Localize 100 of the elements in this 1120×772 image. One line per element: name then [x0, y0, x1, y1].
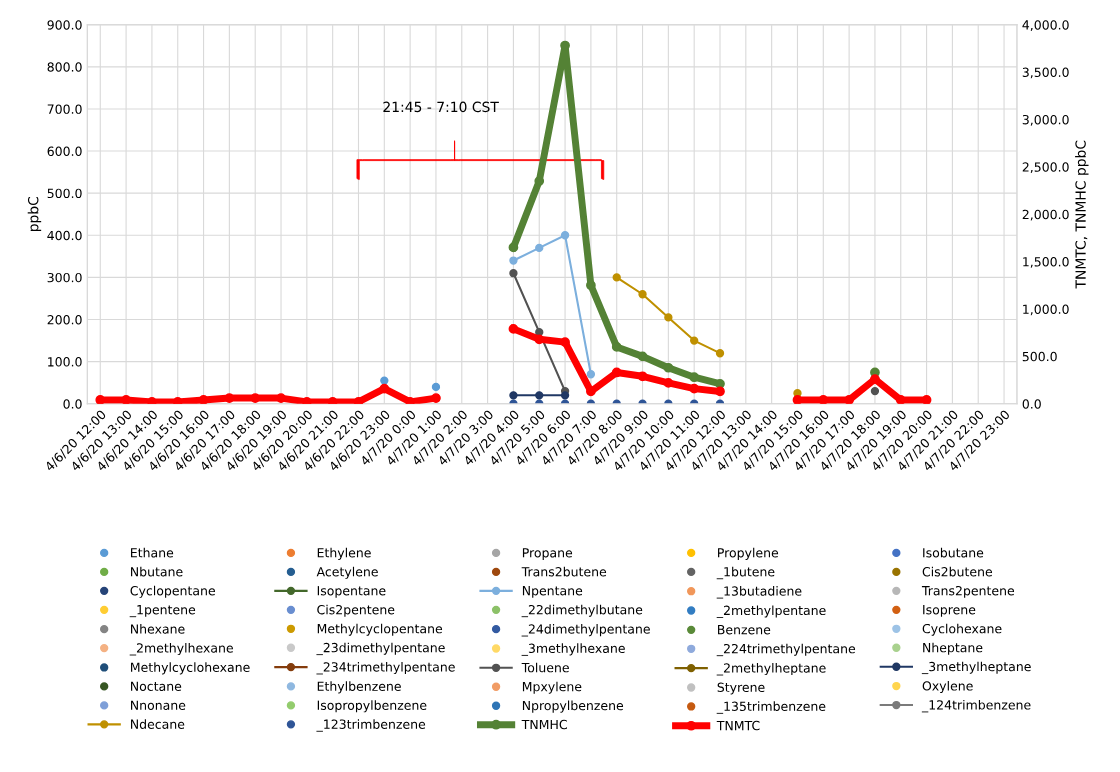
legend-label: Ethylbenzene [317, 681, 401, 694]
legend-label: _13butadiene [716, 586, 802, 599]
legend-label: Oxylene [922, 680, 973, 694]
point [405, 396, 415, 404]
point [870, 386, 880, 396]
legend-label: Methylcyclopentane [317, 623, 443, 636]
legend-label: Isoprene [923, 605, 976, 617]
point [534, 176, 545, 186]
point [509, 256, 518, 265]
legend-label: Mpxylene [522, 681, 582, 694]
legend-label: _2methylpentane [716, 605, 826, 618]
y2-tick-label: 0.0 [1022, 399, 1041, 409]
legend-label: _234trimethylpentane [316, 661, 455, 675]
legend-label: Styrene [717, 682, 765, 695]
point [586, 370, 596, 379]
point [147, 396, 157, 404]
legend-label: Nnonane [131, 700, 186, 710]
y-tick-label: 300.0 [47, 272, 82, 283]
y2-tick-label: 500.0 [1022, 351, 1057, 362]
legend-label: Propylene [718, 547, 779, 560]
y2-tick-label: 2,500.0 [1022, 162, 1069, 174]
legend-label: Cis2butene [922, 566, 993, 577]
y2-axis-title: TNMTC, TNMHC ppbC [1075, 140, 1089, 289]
y2-tick-label: 2,000.0 [1022, 209, 1069, 221]
legend-label: Methylcyclohexane [131, 662, 250, 675]
y-tick-label: 0.0 [63, 399, 82, 409]
point [535, 243, 544, 253]
legend-label: Nhexane [131, 624, 185, 634]
point [198, 395, 209, 404]
legend-label: Cis2pentene [317, 604, 395, 617]
legend-label: Ndecane [131, 719, 185, 729]
point [844, 395, 854, 404]
point [611, 367, 622, 378]
legend-label: Cyclohexane [922, 623, 1002, 636]
point [508, 324, 519, 334]
legend-label: Trans2butene [521, 566, 607, 577]
legend-label: _123trimbenzene [316, 719, 426, 732]
point [172, 396, 183, 404]
point [715, 386, 725, 397]
legend-label: Isopropylbenzene [317, 700, 427, 713]
y-tick-label: 600.0 [47, 146, 82, 156]
point [509, 269, 518, 278]
y2-tick-label: 3,500.0 [1022, 67, 1069, 79]
point [664, 313, 673, 322]
point [715, 378, 725, 389]
y-tick-label: 400.0 [47, 230, 82, 241]
point [353, 396, 364, 404]
y-tick-label: 200.0 [47, 314, 82, 325]
legend-label: Propane [522, 548, 573, 560]
legend-label: _1butene [716, 566, 775, 580]
point [689, 372, 700, 383]
legend-label: TNMHC [521, 719, 567, 730]
y2-tick-label: 3,000.0 [1022, 114, 1069, 126]
legend-label: Nbutane [131, 566, 183, 577]
legend-label: _3methylheptane [921, 661, 1031, 675]
legend-label: _135trimbenzene [716, 701, 826, 714]
point [431, 393, 441, 403]
point [637, 371, 648, 382]
legend-label: Isopentane [317, 586, 386, 598]
point [715, 349, 725, 358]
legend-label: _24dimethylpentane [521, 624, 650, 637]
legend-label: _224trimethylpentane [716, 643, 856, 657]
point [431, 382, 441, 392]
legend-label: _124trimbenzene [921, 699, 1031, 713]
point [509, 391, 518, 400]
y2-tick-label: 1,000.0 [1023, 304, 1069, 316]
legend-label: _2methylhexane [129, 643, 233, 656]
point [895, 395, 906, 404]
point [276, 393, 286, 403]
y-tick-label: 700.0 [47, 104, 82, 114]
legend-label: Isobutane [923, 547, 984, 558]
point [586, 280, 596, 291]
point [638, 290, 647, 299]
legend-label: Trans2pentene [921, 585, 1015, 598]
y-tick-label: 500.0 [47, 188, 82, 199]
legend-label: _22dimethylbutane [521, 604, 643, 618]
legend-label: Nheptane [923, 642, 983, 655]
point [327, 396, 338, 404]
y-axis-title: ppbC [27, 196, 42, 232]
y-tick-label: 900.0 [47, 20, 82, 30]
point [301, 396, 312, 404]
point [508, 242, 519, 253]
legend-label: TNMTC [716, 720, 760, 731]
legend-label: Ethane [131, 547, 174, 558]
point [379, 383, 390, 394]
point [611, 342, 622, 352]
legend-label: _23dimethylpentane [316, 642, 445, 656]
y-tick-label: 800.0 [47, 62, 82, 72]
point [663, 378, 674, 388]
point [663, 362, 674, 373]
point [535, 391, 544, 400]
legend-label: _2methylheptane [716, 663, 826, 676]
legend-label: Acetylene [316, 566, 378, 579]
point [690, 336, 699, 345]
point [612, 273, 621, 282]
legend-label: Cyclopentane [130, 585, 215, 598]
legend-label: Noctane [131, 681, 182, 691]
point [380, 376, 389, 385]
y2-tick-label: 4,000.0 [1022, 20, 1069, 31]
legend-label: Npropylbenzene [522, 700, 624, 713]
